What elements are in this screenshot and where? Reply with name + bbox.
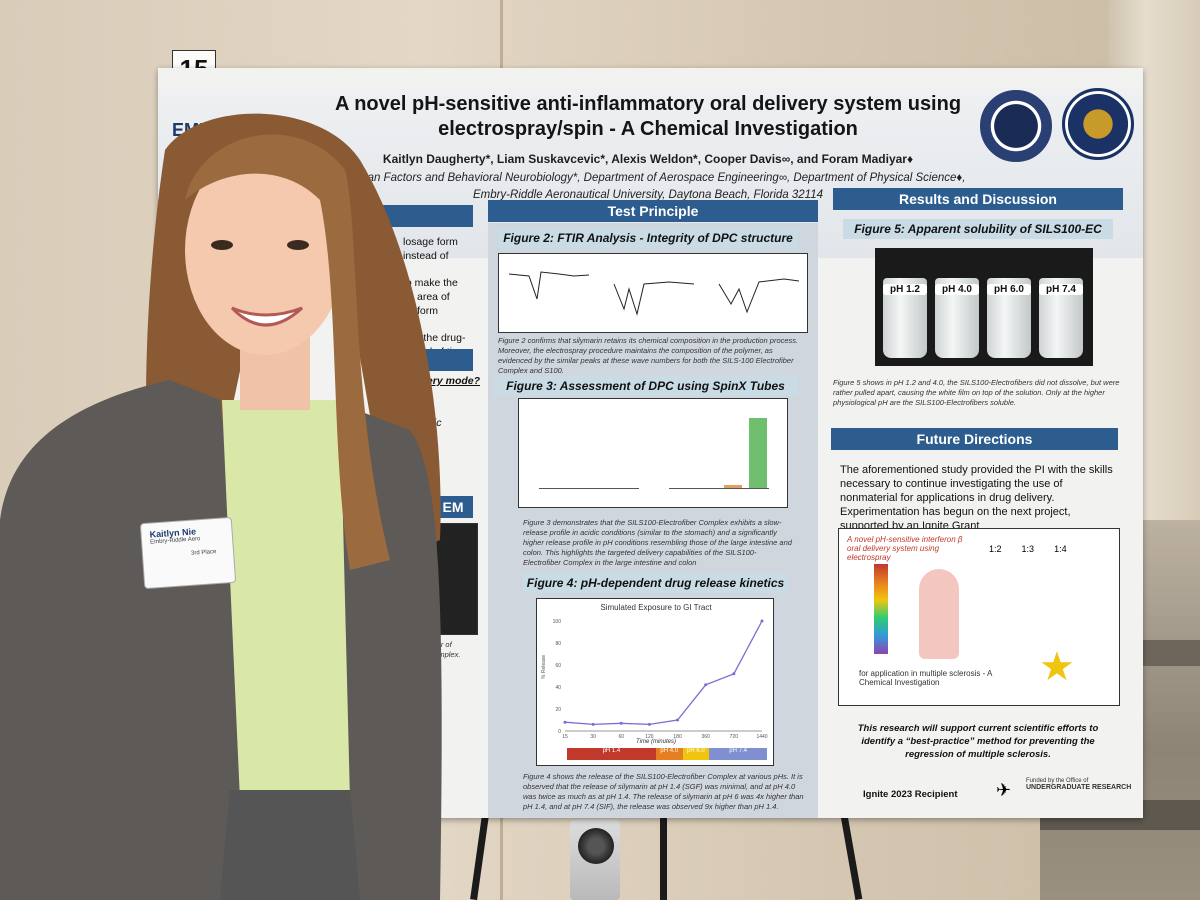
test-principle-heading: Test Principle [488,200,818,222]
sem-image [436,523,478,635]
figure-4-caption: Figure 4 shows the release of the SILS10… [523,772,804,811]
figure-4-title: Figure 4: pH-dependent drug release kine… [523,573,788,593]
release-kinetics-chart-panel: Simulated Exposure to GI Tract 0 20 40 60 80… [536,598,774,766]
chart-title: Simulated Exposure to GI Tract [600,603,712,612]
ph-band: pH 6.0 [682,748,710,760]
easel-knob [578,828,614,864]
future-directions-heading: Future Directions [831,428,1118,450]
poster-affiliation: of Human Factors and Behavioral Neurobio… [330,172,966,201]
easel-leg [470,814,489,900]
ph-scale [874,564,888,654]
data-point [647,722,651,726]
y-tick-label: 40 [555,685,561,691]
future-directions-text: The aforementioned study provided the PI… [840,464,1113,532]
badge-place: 3rd Place [190,549,217,557]
ph-band: pH 1.4 [567,748,656,760]
ftir-spectra [508,271,800,316]
name-badge: Kaitlyn Nie Embry-Riddle Aero 3rd Place [139,516,237,590]
data-point [563,720,567,724]
solubility-vials-photo: pH 1.2 pH 4.0 pH 6.0 pH 7.4 [875,248,1093,366]
figure-5-title: Figure 5: Apparent solubility of SILS100… [843,219,1113,239]
spinx-bar [724,485,742,488]
vial: pH 1.2 [883,278,927,358]
body-figure [919,569,959,659]
y-tick-label: 0 [558,729,561,735]
embry-riddle-seal [1062,88,1134,160]
x-tick-label: 180 [673,734,682,740]
x-tick-label: 720 [730,734,739,740]
closing-statement: This research will support current scien… [857,723,1099,760]
future-panel-title: A novel pH-sensitive interferon β oral d… [847,535,963,562]
data-point [732,672,736,676]
ftir-spectra-panel [498,253,808,333]
poster-authors: Kaitlyn Daugherty*, Liam Suskavcevic*, A… [382,152,914,166]
left-section-heading-3: EM [433,496,473,518]
figure-3-caption: Figure 3 demonstrates that the SILS100-E… [523,518,792,567]
easel-leg [840,815,863,900]
x-tick-label: 360 [702,734,711,740]
x-tick-label: 60 [619,734,625,740]
eagle-icon: ✈ [996,780,1012,800]
chart-xlabel: Time (minutes) [636,739,676,745]
data-point [591,722,595,726]
data-point [704,683,708,687]
vial-label: pH 7.4 [1039,284,1083,295]
ph-band-legend: pH 1.4 pH 4.0 pH 6.0 pH 7.4 [567,748,768,760]
ignite-recipient: Ignite 2023 Recipient [863,789,958,800]
poster-title: A novel pH-sensitive anti-inflammatory o… [334,93,962,140]
ph-band: pH 4.0 [655,748,683,760]
data-point [760,619,764,623]
results-heading: Results and Discussion [833,188,1123,210]
presenter: Kaitlyn Nie Embry-Riddle Aero 3rd Place [0,0,460,900]
y-tick-label: 60 [555,663,561,669]
vial: pH 4.0 [935,278,979,358]
x-tick-label: 15 [562,734,568,740]
y-tick-label: 20 [555,707,561,713]
future-panel-footer: for application in multiple sclerosis - … [859,669,992,687]
spinx-bar [749,418,767,488]
ph-band: pH 7.4 [709,748,768,760]
x-tick-label: 120 [645,734,654,740]
future-project-graphic: A novel pH-sensitive interferon β oral d… [838,528,1120,706]
y-axis-label: % Release [541,655,547,679]
figure-3-title: Figure 3: Assessment of DPC using SpinX … [493,376,798,396]
data-point [676,718,680,722]
release-series-line [564,620,763,726]
figure-2-title: Figure 2: FTIR Analysis - Integrity of D… [498,228,798,248]
x-tick-label: 30 [590,734,596,740]
y-tick-label: 80 [555,641,561,647]
vial-label: pH 6.0 [987,284,1031,295]
vial-label: pH 1.2 [883,284,927,295]
spinx-bar-chart [518,398,788,508]
star-icon: ★ [1039,645,1075,689]
vial-label: pH 4.0 [935,284,979,295]
easel-leg [660,815,667,900]
figure-2-caption: Figure 2 confirms that silymarin retains… [498,336,799,375]
funding-note: Funded by the Office of UNDERGRADUATE RE… [1026,778,1132,791]
figure-5-caption: Figure 5 shows in pH 1.2 and 4.0, the SI… [833,378,1120,407]
data-point [619,721,623,725]
physiology-society-seal [980,90,1052,162]
presenter-illustration [0,113,442,900]
y-tick-label: 100 [553,619,562,625]
vial: pH 6.0 [987,278,1031,358]
release-kinetics-line-chart: 0 20 40 60 80 100 15 30 60 120 180 360 720 1440 % Rele… [541,619,768,740]
vial: pH 7.4 [1039,278,1083,358]
ratio-labels: 1:2 1:3 1:4 [989,544,1067,554]
x-tick-label: 1440 [756,734,767,740]
